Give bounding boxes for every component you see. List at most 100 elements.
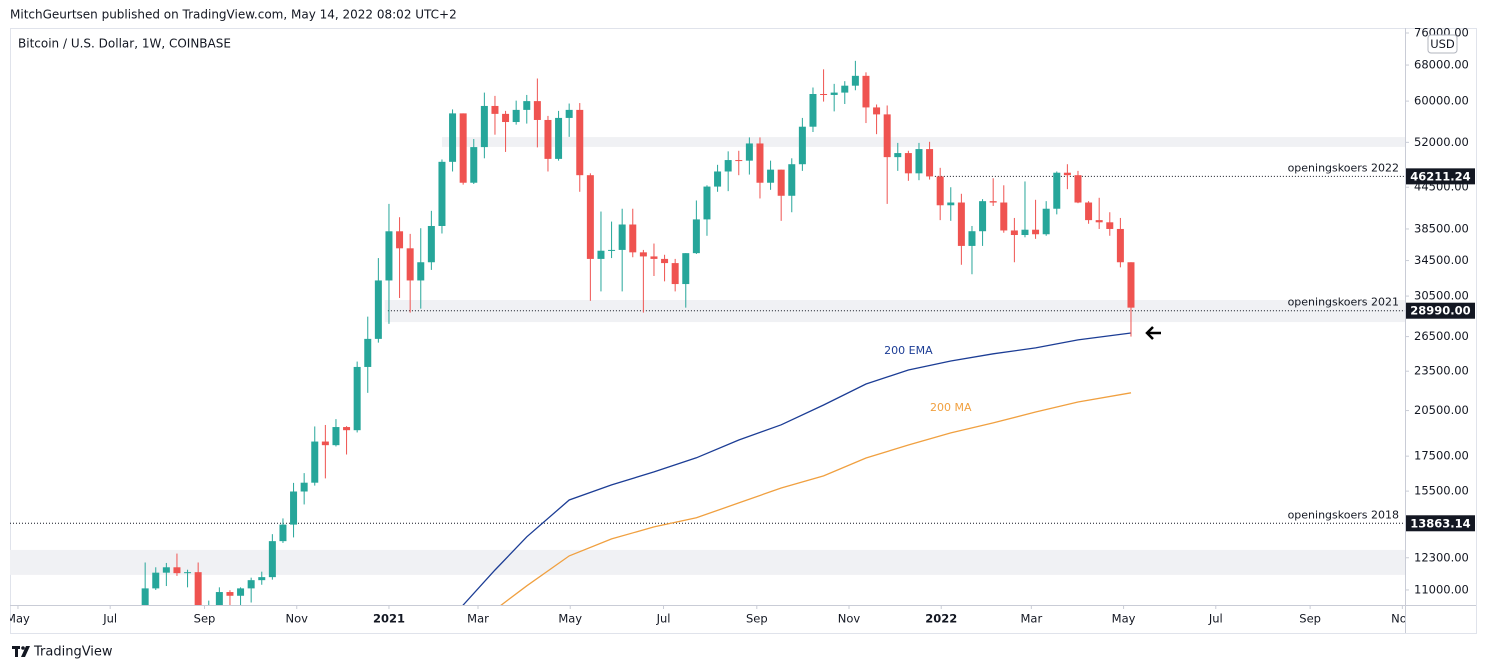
zones: [10, 137, 1405, 575]
candle-body: [957, 202, 965, 246]
candle-body: [682, 253, 690, 285]
candle-body: [1032, 229, 1040, 235]
candle-body: [343, 427, 351, 431]
candle-body: [1095, 220, 1103, 223]
candle-body: [1074, 175, 1082, 203]
candle-body: [565, 109, 573, 118]
x-tick-label: Sep: [194, 612, 216, 626]
candle-body: [608, 249, 616, 251]
price-zone: [441, 137, 1405, 147]
candle-body: [915, 149, 923, 174]
candle-body: [321, 441, 329, 446]
candle-body: [215, 592, 223, 605]
candle-body: [756, 143, 764, 183]
x-tick-label: Jul: [102, 612, 117, 626]
x-tick-label: May: [558, 612, 582, 626]
candle-body: [862, 75, 870, 108]
candle-body: [639, 252, 647, 257]
candle-body: [650, 256, 658, 259]
candle-body: [798, 126, 806, 165]
price-axis: 76000.0068000.0060000.0052000.0044500.00…: [1405, 25, 1469, 596]
level-price-box: [1406, 302, 1475, 319]
level-price-label: 28990.00: [1410, 304, 1470, 318]
y-tick-label: 68000.00: [1414, 58, 1469, 72]
candle-body: [1021, 229, 1029, 236]
candle-body: [936, 176, 944, 206]
plot-area: [10, 60, 1405, 605]
y-tick-label: 34500.00: [1414, 253, 1469, 267]
candle-body: [449, 113, 457, 162]
candle-body: [1010, 230, 1018, 236]
y-tick-label: 11000.00: [1414, 582, 1469, 596]
candle-body: [300, 482, 308, 492]
candle-body: [1085, 202, 1093, 221]
x-tick-label: Nov: [1391, 612, 1414, 626]
level-price-label: 46211.24: [1410, 169, 1470, 183]
level-annotation: openingskoers 2018: [1288, 508, 1399, 521]
candle-body: [1053, 172, 1061, 209]
indicator-label: 200 EMA: [884, 344, 933, 357]
candle-body: [788, 164, 796, 196]
candle-body: [290, 491, 298, 525]
currency-label[interactable]: USD: [1430, 37, 1455, 51]
y-tick-label: 26500.00: [1414, 329, 1469, 343]
candle-body: [894, 153, 902, 158]
candle-body: [777, 169, 785, 196]
candle-body: [586, 175, 594, 259]
x-tick-label: Nov: [838, 612, 861, 626]
candle-body: [1127, 262, 1135, 308]
arrow-annotation: [1145, 326, 1161, 340]
indicator-label: 200 MA: [930, 401, 972, 414]
level-price-box: [1406, 515, 1475, 532]
candle-body: [396, 231, 404, 249]
candle-body: [353, 366, 361, 431]
candle-body: [173, 567, 181, 574]
candle-body: [237, 588, 245, 596]
candle-body: [1106, 222, 1114, 229]
x-tick-label: Mar: [467, 612, 489, 626]
currency-box[interactable]: [1427, 34, 1458, 54]
candle-body: [841, 85, 849, 93]
candle-body: [979, 201, 987, 232]
candle-body: [1000, 202, 1008, 231]
indicator-line: [462, 332, 1132, 605]
candle-body: [809, 93, 817, 127]
candle-body: [555, 117, 563, 159]
candle-body: [661, 258, 669, 264]
candle-body: [385, 231, 393, 281]
publish-info: MitchGeurtsen published on TradingView.c…: [10, 8, 457, 22]
x-tick-label: May: [6, 612, 30, 626]
candle-body: [374, 280, 382, 339]
candle-body: [671, 263, 679, 285]
candle-body: [830, 92, 838, 95]
candle-body: [629, 224, 637, 253]
candle-body: [523, 101, 531, 110]
candle-body: [364, 338, 372, 367]
indicator-line: [500, 392, 1132, 605]
candle-body: [1116, 228, 1124, 263]
brand[interactable]: TradingView: [33, 645, 113, 660]
candle-body: [968, 231, 976, 246]
candle-body: [406, 248, 414, 281]
candle-body: [141, 588, 149, 605]
x-tick-label: Sep: [746, 612, 768, 626]
candle-body: [427, 225, 435, 263]
candle-body: [162, 567, 170, 573]
candle-body: [480, 105, 488, 148]
time-axis: May Jul Sep Nov 2021 Mar May Jul Sep Nov 2022 Mar Ma…: [6, 605, 1414, 626]
candle-body: [724, 160, 732, 172]
candle-body: [470, 147, 478, 183]
candle-body: [184, 572, 192, 574]
candle-body: [194, 572, 202, 605]
y-tick-label: 17500.00: [1414, 449, 1469, 463]
y-tick-label: 52000.00: [1414, 135, 1469, 149]
candle-body: [544, 119, 552, 159]
level-price-label: 13863.14: [1410, 516, 1470, 530]
price-zone: [10, 549, 1405, 575]
candle-body: [311, 441, 319, 483]
candle-body: [268, 541, 276, 578]
candle-body: [258, 577, 266, 581]
y-tick-label: 20500.00: [1414, 403, 1469, 417]
price-zone: [384, 299, 1405, 323]
